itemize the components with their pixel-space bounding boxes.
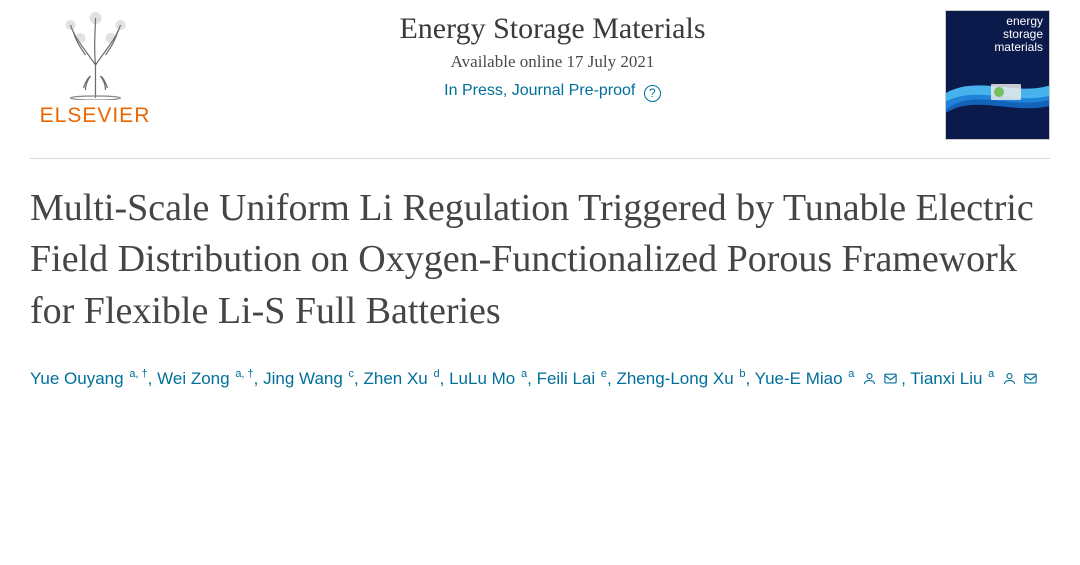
author-separator: , xyxy=(527,369,536,388)
cover-art-icon xyxy=(945,59,1050,129)
journal-cover-thumbnail[interactable]: energy storage materials xyxy=(945,10,1050,140)
journal-meta: Energy Storage Materials Available onlin… xyxy=(160,10,945,102)
author[interactable]: Zhen Xu d xyxy=(364,369,440,388)
author-affiliation: a xyxy=(848,368,854,380)
article-title: Multi-Scale Uniform Li Regulation Trigge… xyxy=(30,183,1050,337)
author[interactable]: Wei Zong a, † xyxy=(157,369,254,388)
article-status: In Press, Journal Pre-proof ? xyxy=(160,82,945,102)
publisher-name: ELSEVIER xyxy=(40,104,151,128)
author[interactable]: Zheng-Long Xu b xyxy=(616,369,745,388)
author-name: LuLu Mo xyxy=(449,369,515,388)
author-separator: , xyxy=(254,369,263,388)
author-separator: , xyxy=(746,369,755,388)
person-icon[interactable] xyxy=(862,367,877,396)
author[interactable]: Tianxi Liu a xyxy=(910,369,1041,388)
help-icon[interactable]: ? xyxy=(644,85,661,102)
publisher-logo[interactable]: ELSEVIER xyxy=(30,10,160,128)
mail-icon[interactable] xyxy=(883,367,898,396)
available-date: Available online 17 July 2021 xyxy=(160,52,945,72)
journal-name[interactable]: Energy Storage Materials xyxy=(160,12,945,46)
person-icon[interactable] xyxy=(1002,367,1017,396)
author-name: Zheng-Long Xu xyxy=(616,369,733,388)
author-name: Feili Lai xyxy=(537,369,596,388)
cover-title: energy storage materials xyxy=(946,11,1049,55)
author-name: Tianxi Liu xyxy=(910,369,982,388)
author-name: Jing Wang xyxy=(263,369,343,388)
author-separator: , xyxy=(354,369,363,388)
status-text[interactable]: In Press, Journal Pre-proof xyxy=(444,82,635,99)
author-separator: , xyxy=(440,369,449,388)
article-header: ELSEVIER Energy Storage Materials Availa… xyxy=(30,10,1050,159)
author-name: Zhen Xu xyxy=(364,369,428,388)
author-affiliation: a, † xyxy=(129,368,147,380)
author-separator: , xyxy=(901,369,910,388)
author[interactable]: Yue Ouyang a, † xyxy=(30,369,148,388)
author-name: Yue Ouyang xyxy=(30,369,124,388)
author[interactable]: Yue-E Miao a xyxy=(755,369,901,388)
author-name: Wei Zong xyxy=(157,369,229,388)
author[interactable]: Jing Wang c xyxy=(263,369,354,388)
elsevier-tree-icon xyxy=(43,10,148,100)
author-affiliation: a xyxy=(988,368,994,380)
author-affiliation: a, † xyxy=(235,368,253,380)
author[interactable]: Feili Lai e xyxy=(537,369,607,388)
author-list: Yue Ouyang a, †, Wei Zong a, †, Jing Wan… xyxy=(30,365,1050,396)
author[interactable]: LuLu Mo a xyxy=(449,369,527,388)
author-separator: , xyxy=(148,369,157,388)
author-name: Yue-E Miao xyxy=(755,369,843,388)
mail-icon[interactable] xyxy=(1023,367,1038,396)
